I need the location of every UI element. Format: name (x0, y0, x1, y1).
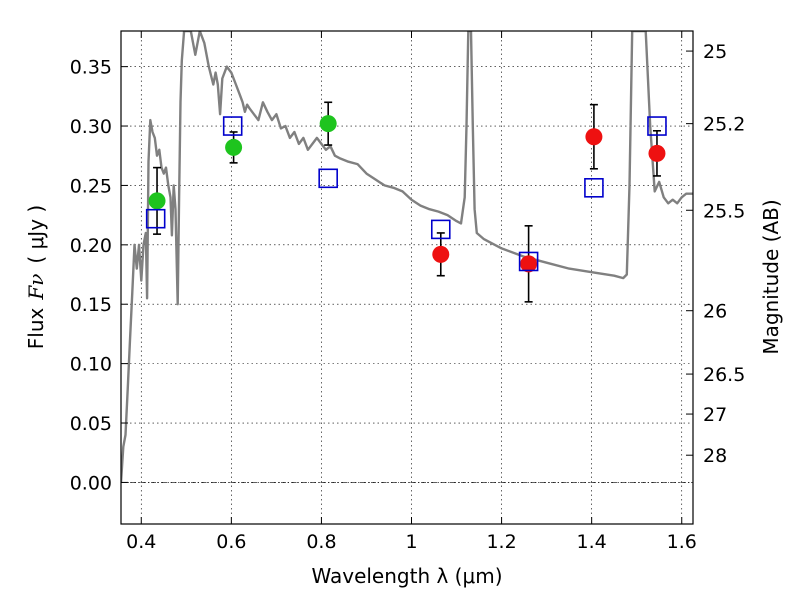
model-square (584, 178, 604, 198)
x-tick-label: 1 (405, 531, 417, 553)
y-tick-label: 0.35 (70, 57, 112, 79)
grid-lines (121, 31, 693, 524)
template-spectrum-group (121, 31, 693, 483)
data-point (585, 128, 603, 146)
mag-tick-label: 25 (703, 41, 727, 63)
model-square (145, 208, 166, 229)
model-square (647, 116, 667, 136)
x-tick-label: 0.4 (126, 531, 156, 553)
right-axis-title: Magnitude (AB) (759, 199, 783, 354)
y-tick-label: 0.20 (70, 235, 112, 257)
y-axis-title-prefix: Flux (24, 307, 48, 349)
y-axis-title-symbol: Fν (24, 274, 48, 301)
y-axis-title-unit: ( μJy ) (24, 205, 48, 264)
mag-tick-label: 27 (703, 404, 727, 426)
mag-tick-label: 28 (703, 445, 727, 467)
x-tick-label: 0.8 (306, 531, 336, 553)
data-point (319, 115, 337, 133)
data-point (648, 144, 666, 162)
model-square (430, 219, 451, 240)
x-tick-label: 1.6 (667, 531, 697, 553)
mag-tick-label: 25.5 (703, 200, 745, 222)
x-tick-label: 1.2 (486, 531, 516, 553)
y-tick-label: 0.25 (70, 175, 112, 197)
data-point (520, 255, 538, 273)
data-point (225, 138, 243, 156)
template-spectrum-line (121, 31, 693, 483)
y-tick-label: 0.10 (70, 354, 112, 376)
y-tick-label: 0.30 (70, 116, 112, 138)
data-point (148, 192, 166, 210)
data-point (432, 245, 450, 263)
x-tick-label: 1.4 (577, 531, 607, 553)
x-axis-title: Wavelength λ (μm) (311, 564, 502, 588)
data-markers-group (145, 115, 667, 273)
model-square (318, 168, 338, 189)
axis-ticks: 0.4 0.6 0.8 1 1.2 1.4 1.6 0.00 0.05 0.10 0.15 0.20 0… (70, 31, 745, 553)
model-square (222, 116, 243, 136)
y-axis-title: Flux Fν ( μJy ) (24, 205, 48, 349)
y-tick-label: 0.00 (70, 472, 112, 494)
mag-tick-label: 25.2 (703, 114, 745, 136)
y-tick-label: 0.05 (70, 413, 112, 435)
mag-tick-label: 26 (703, 301, 727, 323)
mag-tick-label: 26.5 (703, 364, 745, 386)
x-tick-label: 0.6 (216, 531, 246, 553)
model-square (518, 251, 539, 272)
plot-frame (120, 30, 694, 525)
y-tick-label: 0.15 (70, 294, 112, 316)
